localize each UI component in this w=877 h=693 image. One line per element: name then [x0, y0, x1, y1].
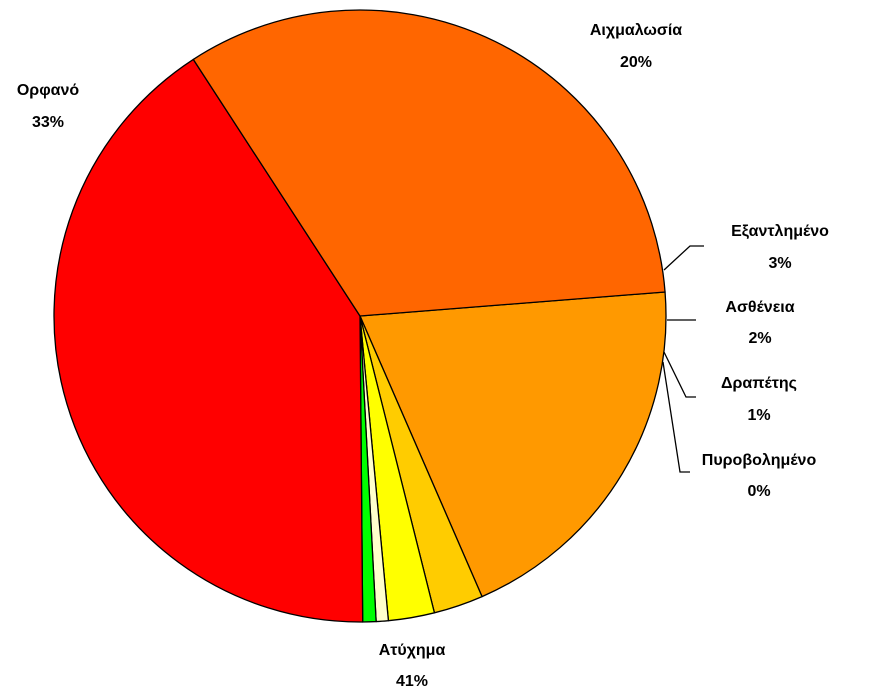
slice-labels: Αιχμαλωσία 20% Εξαντλημένο 3% Ασθένεια 2% Δραπ… [17, 22, 829, 690]
slice-percent-label: 20% [620, 54, 652, 71]
slice-percent-label: 33% [32, 114, 64, 131]
slice-label: Εξαντλημένο [731, 223, 829, 240]
pie-slices [53, 9, 667, 623]
slice-label: Αιχμαλωσία [590, 22, 682, 39]
slice-percent-label: 0% [747, 483, 770, 500]
pie-slice [53, 58, 364, 623]
slice-percent-label: 2% [748, 330, 771, 347]
slice-label: Δραπέτης [721, 375, 797, 392]
slice-label: Ασθένεια [725, 299, 794, 316]
slice-label: Ατύχημα [379, 642, 446, 659]
slice-percent-label: 41% [396, 673, 428, 690]
slice-label: Πυροβολημένο [702, 452, 817, 469]
slice-label: Ορφανό [17, 82, 80, 99]
leader-lines [662, 245, 704, 473]
leader-line [663, 245, 704, 271]
pie-slice [192, 9, 666, 317]
leader-line [662, 361, 690, 473]
slice-percent-label: 3% [768, 255, 791, 272]
leader-line [663, 351, 696, 398]
pie-slice [359, 291, 667, 598]
slice-percent-label: 1% [747, 407, 770, 424]
